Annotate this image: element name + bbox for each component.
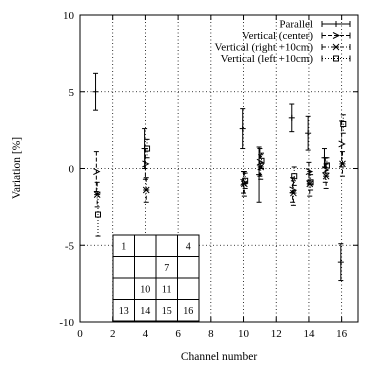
marker-arrow [289,186,297,194]
x-tick-label: 4 [143,328,149,340]
inset-cell-label: 16 [183,306,193,317]
inset-cell-label: 10 [140,284,150,295]
marker-square [333,55,339,62]
marker-square [144,145,151,152]
data-marks [92,72,347,282]
x-tick-label: 14 [303,328,315,340]
inset-cell-label: 15 [162,306,172,317]
x-tick-label: 2 [110,328,116,340]
y-tick-label: 5 [69,87,75,99]
x-axis-label: Channel number [181,351,257,363]
marker-square [94,211,101,218]
y-tick-label: -10 [59,317,74,329]
marker-square [340,120,347,127]
marker-arrow [93,168,101,176]
inset-cell-label: 13 [119,306,129,317]
series-vertical-right-10cm- [93,151,346,208]
series-vertical-left-10cm- [94,114,347,237]
y-tick-label: 0 [69,164,75,176]
legend-label: Parallel [279,19,313,31]
inset-cell-label: 1 [121,241,126,252]
inset-cell-label: 14 [140,306,150,317]
legend-label: Vertical (center) [242,30,313,42]
marker-arrow [332,32,341,39]
series-parallel [92,72,344,282]
legend-label: Vertical (right +10cm) [215,42,314,54]
x-tick-label: 6 [175,328,181,340]
marker-square [258,157,265,164]
marker-square [307,179,314,186]
x-tick-label: 12 [271,328,282,340]
y-tick-label: 10 [63,10,75,22]
marker-square [291,173,298,180]
marker-arrow [338,140,346,148]
inset-cell-label: 4 [186,241,191,252]
inset-cell-label: 7 [164,263,169,274]
y-tick-label: -5 [65,240,75,252]
x-tick-label: 10 [238,328,250,340]
marker-square [242,177,249,184]
inset-cell-label: 11 [162,284,172,295]
marker-square [323,162,330,169]
marker-arrow [142,160,150,168]
x-tick-label: 16 [336,328,348,340]
x-tick-label: 0 [77,328,83,340]
x-tick-label: 8 [208,328,214,340]
y-axis-label: Variation [%] [11,137,23,199]
legend-label: Vertical (left +10cm) [221,53,314,65]
